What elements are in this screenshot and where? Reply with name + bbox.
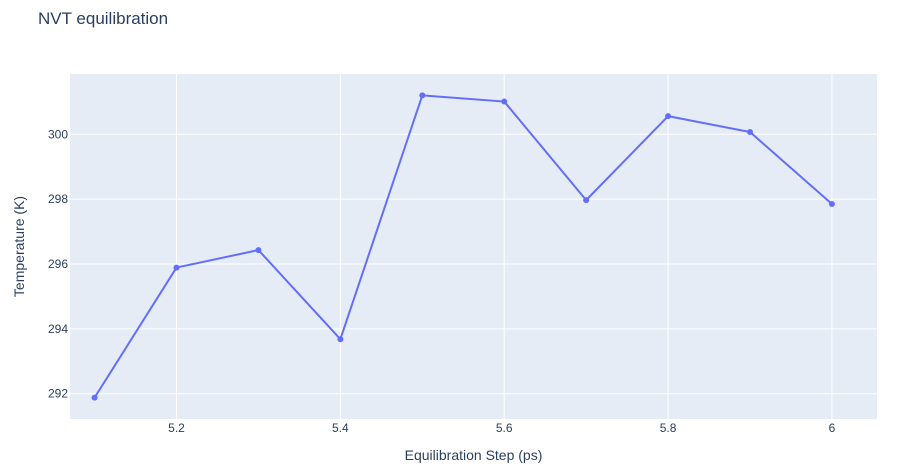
x-tick-label: 5.2: [168, 421, 185, 435]
y-tick-label: 300: [48, 127, 68, 141]
series-line: [93, 94, 833, 399]
x-tick-label: 5.8: [660, 421, 677, 435]
data-point[interactable]: [255, 247, 262, 254]
data-point[interactable]: [91, 394, 98, 401]
plot-area: [70, 74, 877, 419]
data-point[interactable]: [173, 264, 180, 271]
y-tick-label: 298: [48, 192, 68, 206]
data-point[interactable]: [419, 92, 426, 99]
tick-labels: 5.2 5.4 5.6 5.8 6 292 294 296 298 300: [48, 127, 836, 435]
y-axis-label: Temperature (K): [11, 196, 27, 297]
data-point[interactable]: [828, 201, 835, 208]
series-layer: [91, 92, 835, 401]
y-tick-label: 294: [48, 322, 68, 336]
data-point[interactable]: [747, 129, 754, 136]
x-tick-label: 5.6: [496, 421, 513, 435]
y-tick-label: 296: [48, 257, 68, 271]
gridlines: [70, 74, 877, 419]
data-point[interactable]: [665, 113, 672, 120]
x-tick-label: 6: [829, 421, 836, 435]
y-tick-label: 292: [48, 387, 68, 401]
chart-title: NVT equilibration: [38, 9, 168, 28]
x-axis-label: Equilibration Step (ps): [405, 447, 543, 463]
data-point[interactable]: [337, 336, 344, 343]
data-point[interactable]: [583, 197, 590, 204]
data-point[interactable]: [501, 98, 508, 105]
x-tick-label: 5.4: [332, 421, 349, 435]
